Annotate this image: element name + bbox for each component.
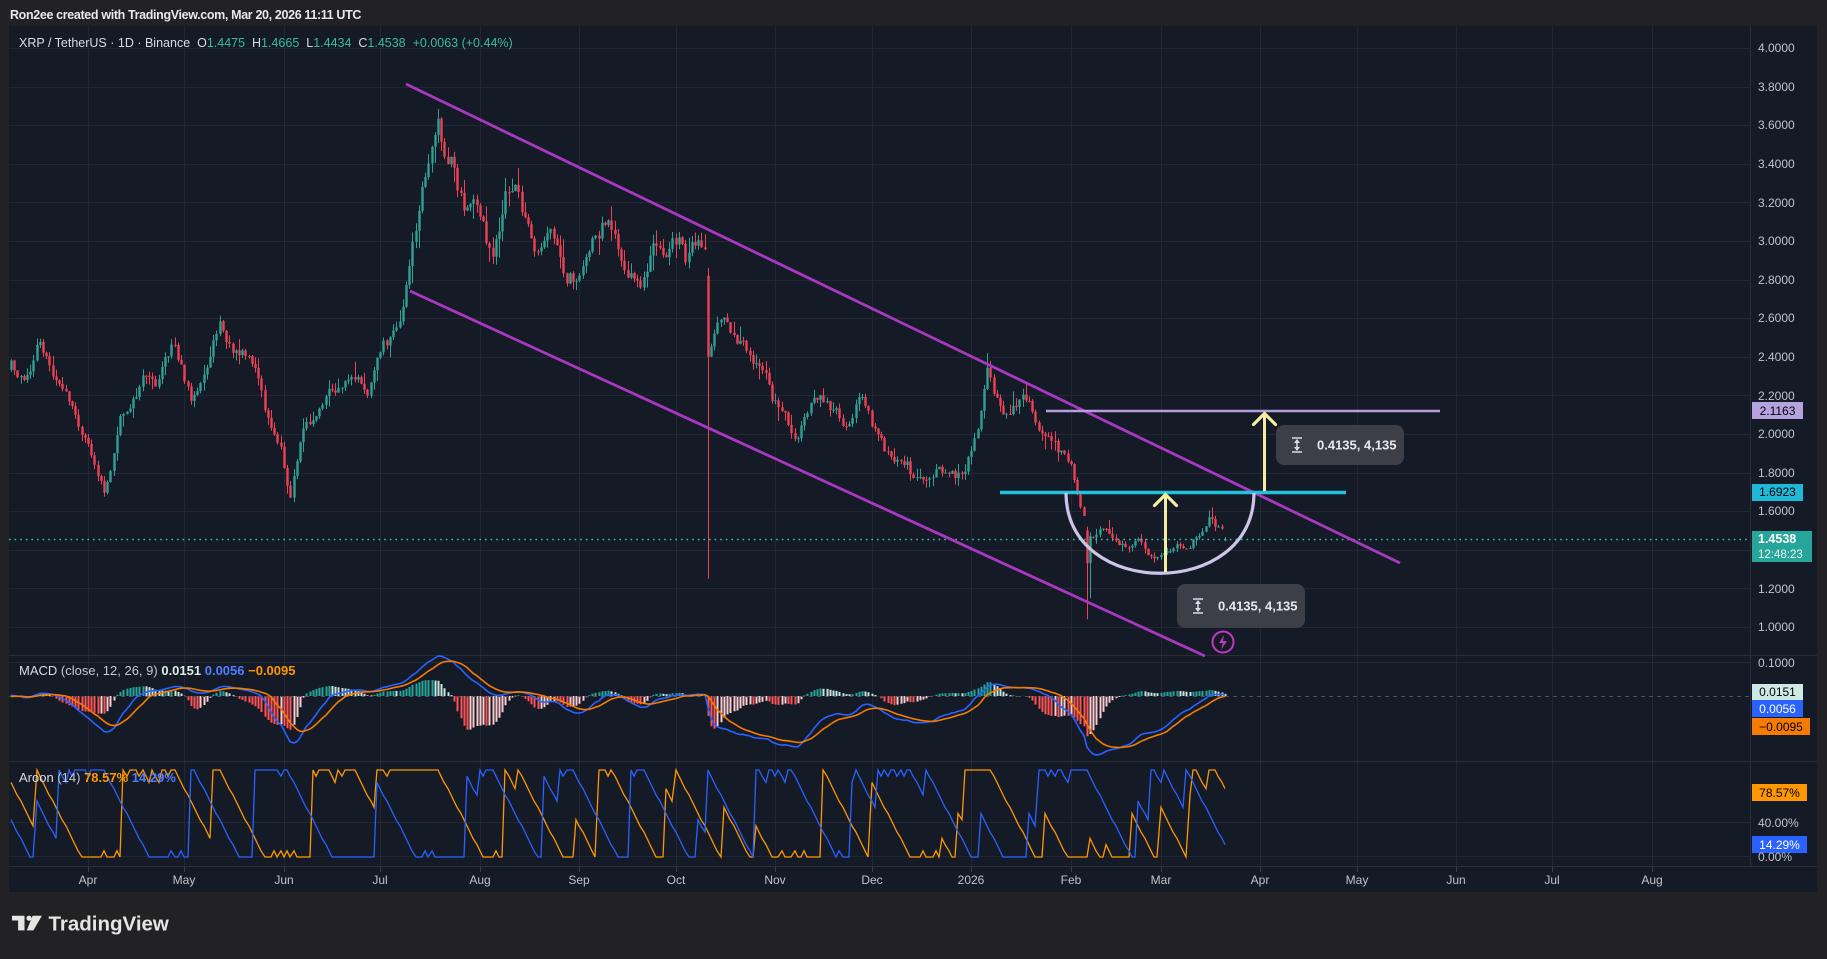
svg-text:2026: 2026 [958, 873, 985, 887]
svg-text:−0.0095: −0.0095 [1759, 720, 1803, 734]
svg-text:3.4000: 3.4000 [1758, 157, 1795, 171]
svg-text:Jul: Jul [372, 873, 387, 887]
svg-text:0.00%: 0.00% [1758, 850, 1792, 864]
svg-text:1.2000: 1.2000 [1758, 582, 1795, 596]
svg-text:Aug: Aug [469, 873, 490, 887]
svg-text:1.0000: 1.0000 [1758, 620, 1795, 634]
svg-text:XRP / TetherUS · 1D · Binance: XRP / TetherUS · 1D · Binance O1.4475 H1… [19, 36, 513, 50]
svg-text:14.29%: 14.29% [1759, 838, 1800, 852]
svg-text:Jun: Jun [274, 873, 293, 887]
svg-text:2.8000: 2.8000 [1758, 273, 1795, 287]
svg-text:Sep: Sep [568, 873, 590, 887]
svg-text:40.00%: 40.00% [1758, 816, 1799, 830]
svg-text:Dec: Dec [861, 873, 882, 887]
svg-text:3.8000: 3.8000 [1758, 80, 1795, 94]
svg-text:Ron2ee created with TradingVie: Ron2ee created with TradingView.com, Mar… [10, 8, 361, 22]
svg-text:4.0000: 4.0000 [1758, 41, 1795, 55]
svg-text:78.57%: 78.57% [1759, 786, 1800, 800]
svg-text:Oct: Oct [667, 873, 686, 887]
svg-text:0.0056: 0.0056 [1759, 702, 1796, 716]
svg-text:1.6000: 1.6000 [1758, 504, 1795, 518]
svg-text:0.0151: 0.0151 [1759, 685, 1796, 699]
svg-text:1.8000: 1.8000 [1758, 466, 1795, 480]
svg-text:0.4135, 4,135: 0.4135, 4,135 [1218, 599, 1298, 614]
svg-text:12:48:23: 12:48:23 [1758, 549, 1803, 561]
svg-text:Jul: Jul [1544, 873, 1559, 887]
svg-text:3.6000: 3.6000 [1758, 118, 1795, 132]
svg-text:2.6000: 2.6000 [1758, 311, 1795, 325]
svg-text:Feb: Feb [1061, 873, 1082, 887]
svg-text:MACD (close, 12, 26, 9) 0.0151: MACD (close, 12, 26, 9) 0.0151 0.0056 −0… [19, 663, 295, 678]
svg-text:2.1163: 2.1163 [1760, 404, 1796, 418]
svg-text:May: May [173, 873, 196, 887]
svg-text:Mar: Mar [1151, 873, 1172, 887]
svg-text:Aroon (14) 78.57% 14.29%: Aroon (14) 78.57% 14.29% [19, 770, 176, 785]
svg-text:2.0000: 2.0000 [1758, 427, 1795, 441]
svg-text:2.4000: 2.4000 [1758, 350, 1795, 364]
svg-text:3.2000: 3.2000 [1758, 196, 1795, 210]
svg-text:Nov: Nov [764, 873, 785, 887]
svg-text:May: May [1346, 873, 1369, 887]
svg-text:0.1000: 0.1000 [1758, 656, 1795, 670]
svg-text:1.4538: 1.4538 [1758, 532, 1796, 546]
svg-text:Apr: Apr [79, 873, 98, 887]
svg-text:Aug: Aug [1641, 873, 1662, 887]
svg-text:0.4135, 4,135: 0.4135, 4,135 [1317, 438, 1397, 453]
svg-text:3.0000: 3.0000 [1758, 234, 1795, 248]
svg-text:1.6923: 1.6923 [1759, 485, 1796, 499]
svg-text:TradingView: TradingView [49, 913, 169, 936]
svg-text:Apr: Apr [1251, 873, 1270, 887]
svg-text:Jun: Jun [1446, 873, 1465, 887]
svg-text:2.2000: 2.2000 [1758, 389, 1795, 403]
